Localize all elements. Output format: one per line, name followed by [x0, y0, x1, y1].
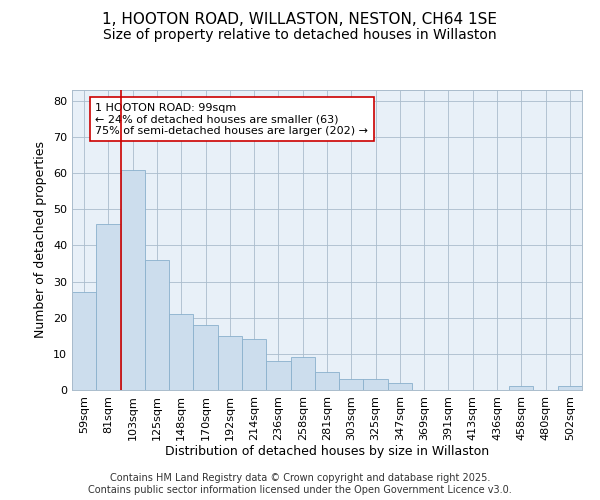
Bar	[242, 340, 266, 390]
Bar	[145, 260, 169, 390]
Bar	[72, 292, 96, 390]
X-axis label: Distribution of detached houses by size in Willaston: Distribution of detached houses by size …	[165, 446, 489, 458]
Bar	[509, 386, 533, 390]
Text: Size of property relative to detached houses in Willaston: Size of property relative to detached ho…	[103, 28, 497, 42]
Bar	[290, 358, 315, 390]
Y-axis label: Number of detached properties: Number of detached properties	[34, 142, 47, 338]
Bar	[388, 383, 412, 390]
Bar	[315, 372, 339, 390]
Bar	[218, 336, 242, 390]
Text: Contains HM Land Registry data © Crown copyright and database right 2025.
Contai: Contains HM Land Registry data © Crown c…	[88, 474, 512, 495]
Text: 1, HOOTON ROAD, WILLASTON, NESTON, CH64 1SE: 1, HOOTON ROAD, WILLASTON, NESTON, CH64 …	[103, 12, 497, 28]
Bar	[558, 386, 582, 390]
Bar	[364, 379, 388, 390]
Text: 1 HOOTON ROAD: 99sqm
← 24% of detached houses are smaller (63)
75% of semi-detac: 1 HOOTON ROAD: 99sqm ← 24% of detached h…	[95, 102, 368, 136]
Bar	[193, 325, 218, 390]
Bar	[339, 379, 364, 390]
Bar	[96, 224, 121, 390]
Bar	[169, 314, 193, 390]
Bar	[266, 361, 290, 390]
Bar	[121, 170, 145, 390]
